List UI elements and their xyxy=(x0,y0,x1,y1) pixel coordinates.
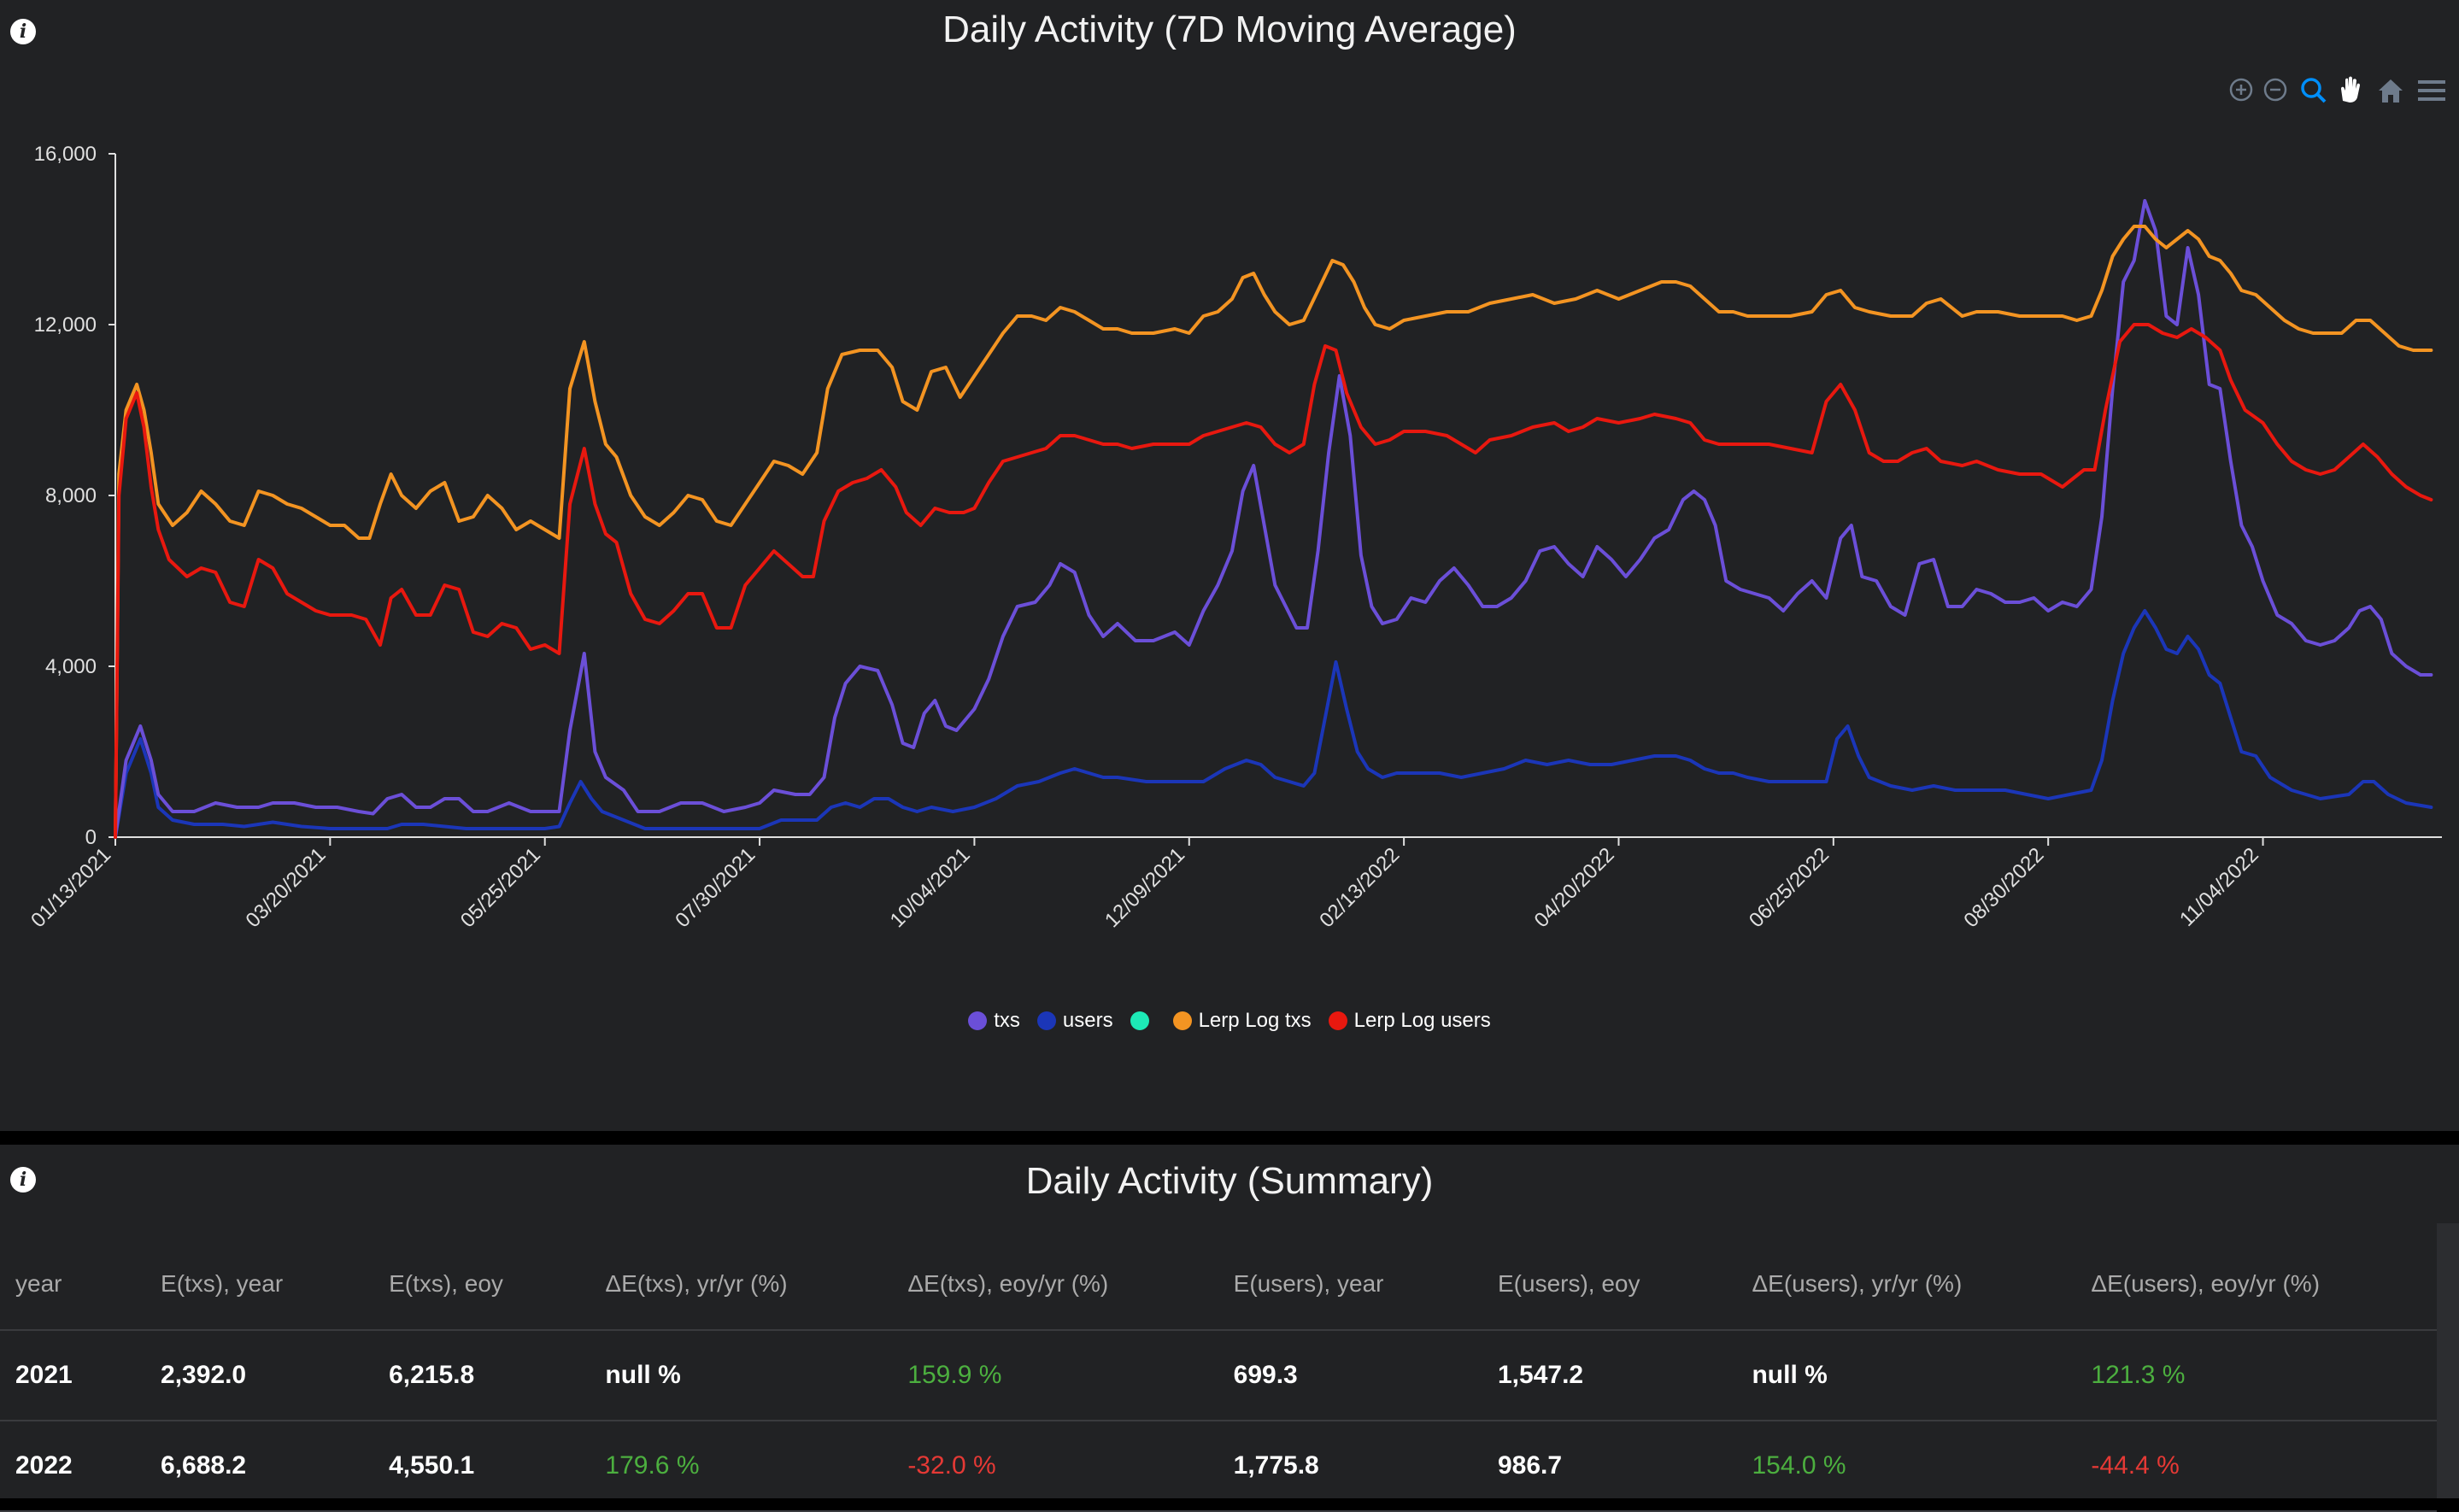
zoom-in-icon[interactable] xyxy=(2229,78,2253,102)
column-header[interactable]: year xyxy=(0,1239,146,1331)
info-icon[interactable]: i xyxy=(10,19,36,44)
table-row: 2021 2,392.0 6,215.8 null % 159.9 % 699.3 1,54… xyxy=(0,1330,2437,1421)
legend-marker xyxy=(1036,1011,1056,1031)
legend-label: txs xyxy=(994,1008,1020,1032)
column-header[interactable]: E(users), year xyxy=(1218,1239,1482,1331)
table-cell: 2,392.0 xyxy=(145,1330,374,1421)
column-header[interactable]: ΔE(users), yr/yr (%) xyxy=(1736,1239,2076,1331)
x-tick-label: 04/20/2022 xyxy=(1530,843,1619,932)
table-cell: 699.3 xyxy=(1218,1330,1482,1421)
summary-title: Daily Activity (Summary) xyxy=(1025,1160,1434,1202)
table-cell: 2022 xyxy=(0,1421,146,1512)
legend-label: users xyxy=(1062,1008,1113,1032)
menu-icon[interactable] xyxy=(2418,80,2445,101)
reset-home-icon[interactable] xyxy=(2379,79,2403,103)
column-header[interactable]: E(txs), eoy xyxy=(373,1239,590,1331)
legend-item[interactable]: Lerp Log users xyxy=(1328,1008,1491,1033)
legend-item[interactable]: Lerp Log txs xyxy=(1172,1008,1312,1033)
line-chart: 0 4,000 8,000 12,000 16,000 01/13/2021 03/20/2… xyxy=(26,143,2442,932)
summary-table: year E(txs), year E(txs), eoy ΔE(txs), yr/y… xyxy=(0,1239,2437,1512)
info-icon[interactable]: i xyxy=(10,1167,36,1193)
column-header[interactable]: E(txs), year xyxy=(145,1239,374,1331)
y-tick-label: 16,000 xyxy=(34,143,97,166)
table-cell: 2021 xyxy=(0,1330,146,1421)
zoom-out-icon[interactable] xyxy=(2263,78,2287,102)
x-tick-label: 03/20/2021 xyxy=(242,843,331,932)
legend-label: Lerp Log users xyxy=(1353,1008,1491,1032)
column-header[interactable]: ΔE(users), eoy/yr (%) xyxy=(2075,1239,2437,1331)
column-header[interactable]: ΔE(txs), eoy/yr (%) xyxy=(892,1239,1218,1331)
legend-item[interactable]: users xyxy=(1036,1008,1113,1033)
table-cell: -32.0 % xyxy=(892,1421,1218,1512)
table-cell: 154.0 % xyxy=(1736,1421,2076,1512)
table-cell: 179.6 % xyxy=(590,1421,893,1512)
table-header-row: year E(txs), year E(txs), eoy ΔE(txs), yr/y… xyxy=(0,1239,2437,1331)
y-tick-label: 8,000 xyxy=(45,484,97,507)
table-cell: null % xyxy=(590,1330,893,1421)
series-line-lerp-log-users xyxy=(114,323,2433,839)
table-cell: -44.4 % xyxy=(2075,1421,2437,1512)
table-cell: 159.9 % xyxy=(892,1330,1218,1421)
zoom-select-icon[interactable] xyxy=(2301,78,2327,103)
table-cell: 6,688.2 xyxy=(145,1421,374,1512)
x-tick-label: 05/25/2021 xyxy=(456,843,545,932)
legend-marker xyxy=(968,1011,988,1031)
y-tick-label: 4,000 xyxy=(45,655,97,678)
series-line-users xyxy=(114,609,2433,839)
legend-label: Lerp Log txs xyxy=(1198,1008,1312,1032)
table-row: 2022 6,688.2 4,550.1 179.6 % -32.0 % 1,775.8 9… xyxy=(0,1421,2437,1512)
table-cell: 986.7 xyxy=(1482,1421,1737,1512)
pan-icon[interactable] xyxy=(2341,76,2360,103)
chart-panel: i Daily Activity (7D Moving Average) 0 4,… xyxy=(0,0,2459,1131)
column-header[interactable]: ΔE(txs), yr/yr (%) xyxy=(590,1239,893,1331)
scrollbar[interactable] xyxy=(2437,1223,2459,1498)
x-tick-label: 01/13/2021 xyxy=(26,843,115,932)
series-line-txs xyxy=(114,199,2433,839)
legend-item[interactable] xyxy=(1130,1009,1156,1033)
table-cell: 1,547.2 xyxy=(1482,1330,1737,1421)
table-cell: 4,550.1 xyxy=(373,1421,590,1512)
table-cell: 1,775.8 xyxy=(1218,1421,1482,1512)
legend-marker xyxy=(1328,1011,1347,1031)
x-tick-label: 07/30/2021 xyxy=(671,843,760,932)
legend: txs users Lerp Log txs Lerp Log users xyxy=(0,1008,2459,1033)
x-tick-label: 06/25/2022 xyxy=(1745,843,1834,932)
table-cell: 121.3 % xyxy=(2075,1330,2437,1421)
summary-panel: i Daily Activity (Summary) year E(txs), y… xyxy=(0,1145,2459,1512)
x-tick-label: 12/09/2021 xyxy=(1100,843,1189,932)
x-tick-label: 08/30/2022 xyxy=(1959,843,2048,932)
column-header[interactable]: E(users), eoy xyxy=(1482,1239,1737,1331)
series-line-lerp-log-txs xyxy=(114,225,2433,839)
chart-toolbar xyxy=(2229,76,2445,103)
legend-item[interactable]: txs xyxy=(968,1009,1020,1033)
x-tick-label: 02/13/2022 xyxy=(1315,843,1404,932)
table-cell: 6,215.8 xyxy=(373,1330,590,1421)
y-tick-label: 12,000 xyxy=(34,314,97,337)
chart-title: Daily Activity (7D Moving Average) xyxy=(942,9,1517,50)
x-tick-label: 10/04/2021 xyxy=(886,843,975,932)
y-tick-label: 0 xyxy=(85,826,97,849)
x-tick-label: 11/04/2022 xyxy=(2175,843,2263,931)
table-cell: null % xyxy=(1736,1330,2076,1421)
legend-marker xyxy=(1130,1011,1149,1031)
legend-marker xyxy=(1172,1011,1192,1031)
